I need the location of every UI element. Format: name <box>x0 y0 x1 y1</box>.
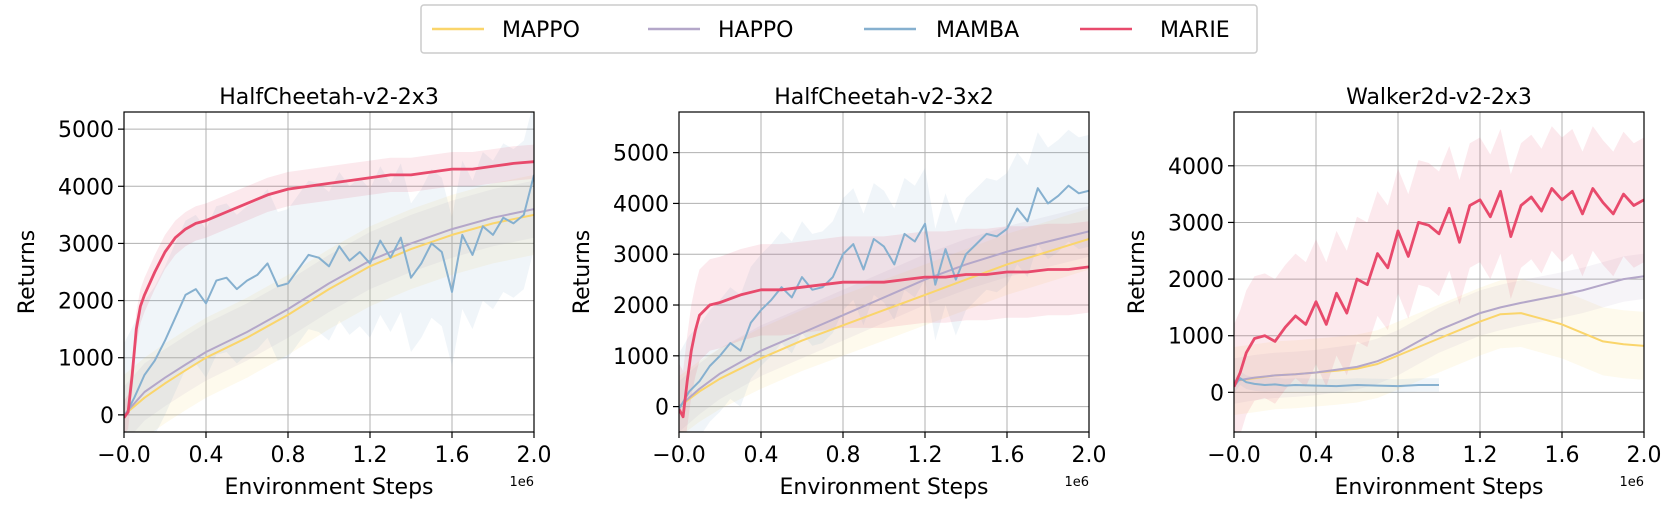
x-axis-ticks: −0.0 0.4 0.8 1.2 1.6 2.0 <box>97 432 552 468</box>
y-axis-ticks: 0 1000 2000 3000 4000 <box>1168 155 1234 406</box>
band-mamba <box>1234 371 1439 394</box>
band-happo <box>1234 253 1644 404</box>
x-tick-label: −0.0 <box>97 443 150 468</box>
series-lines <box>679 184 1089 419</box>
legend-entry-marie: MARIE <box>1080 18 1230 43</box>
legend-label-happo: HAPPO <box>718 18 793 43</box>
x-tick-label: 1.2 <box>908 443 943 468</box>
x-tick-label: 0.8 <box>271 443 306 468</box>
series-line-mamba <box>1234 377 1439 388</box>
x-tick-label: 2.0 <box>517 443 552 468</box>
x-tick-label: 1.6 <box>990 443 1025 468</box>
y-tick-label: 2000 <box>58 290 114 315</box>
x-axis-exponent: 1e6 <box>1064 475 1089 490</box>
x-tick-label: 0.4 <box>189 443 224 468</box>
x-axis-ticks: −0.0 0.4 0.8 1.2 1.6 2.0 <box>1207 432 1662 468</box>
series-line-happo <box>1234 275 1644 382</box>
band-mappo <box>124 174 534 432</box>
x-axis-label: Environment Steps <box>779 475 988 500</box>
band-marie <box>124 144 534 432</box>
plot-frame <box>123 111 535 433</box>
legend-entry-happo: HAPPO <box>648 18 793 43</box>
band-mappo <box>679 208 1089 432</box>
x-tick-label: −0.0 <box>652 443 705 468</box>
legend-label-mamba: MAMBA <box>936 18 1019 43</box>
y-tick-label: 2000 <box>613 294 669 319</box>
x-tick-label: 1.2 <box>1463 443 1498 468</box>
y-tick-label: 0 <box>655 396 669 421</box>
legend-entry-mappo: MAPPO <box>432 18 580 43</box>
chart-panel-halfcheetah-3x2: HalfCheetah-v2-3x2 −0.0 0.4 0.8 1.2 1.6 2.0 0… <box>570 85 1107 500</box>
x-tick-label: 1.6 <box>1545 443 1580 468</box>
y-tick-label: 1000 <box>58 347 114 372</box>
series-line-mamba <box>679 184 1089 410</box>
series-line-mappo <box>124 213 534 416</box>
series-line-marie <box>124 160 534 419</box>
y-tick-label: 5000 <box>58 118 114 143</box>
y-axis-label: Returns <box>1125 230 1150 314</box>
band-marie <box>1234 126 1644 432</box>
legend: MAPPO HAPPO MAMBA MARIE <box>420 4 1258 54</box>
series-line-marie <box>679 265 1089 419</box>
y-tick-label: 4000 <box>1168 155 1224 180</box>
plot-frame <box>678 111 1090 433</box>
series-line-mamba <box>124 174 534 419</box>
y-tick-label: 0 <box>1210 381 1224 406</box>
y-axis-label: Returns <box>15 230 40 314</box>
band-mamba <box>124 112 534 432</box>
legend-entry-mamba: MAMBA <box>864 18 1019 43</box>
x-tick-label: 1.2 <box>353 443 388 468</box>
series-lines <box>124 160 534 419</box>
panel-title: HalfCheetah-v2-2x3 <box>219 85 439 110</box>
x-tick-label: 0.8 <box>1381 443 1416 468</box>
series-line-happo <box>679 230 1089 408</box>
x-axis-label: Environment Steps <box>1334 475 1543 500</box>
y-tick-label: 0 <box>100 404 114 429</box>
x-axis-label: Environment Steps <box>224 475 433 500</box>
y-tick-label: 1000 <box>1168 325 1224 350</box>
series-line-mappo <box>679 238 1089 408</box>
x-tick-label: −0.0 <box>1207 443 1260 468</box>
y-axis-ticks: 0 1000 2000 3000 4000 5000 <box>58 118 124 429</box>
legend-frame <box>420 4 1258 54</box>
plot-frame <box>1233 111 1645 433</box>
x-tick-label: 2.0 <box>1627 443 1662 468</box>
y-tick-label: 3000 <box>613 243 669 268</box>
y-tick-label: 3000 <box>58 232 114 257</box>
confidence-bands <box>1234 126 1644 432</box>
panel-title: Walker2d-v2-2x3 <box>1346 85 1532 110</box>
band-mappo <box>1234 279 1644 415</box>
x-tick-label: 2.0 <box>1072 443 1107 468</box>
panel-title: HalfCheetah-v2-3x2 <box>774 85 994 110</box>
y-axis-ticks: 0 1000 2000 3000 4000 5000 <box>613 142 679 421</box>
x-tick-label: 0.4 <box>1299 443 1334 468</box>
x-axis-exponent: 1e6 <box>509 475 534 490</box>
y-tick-label: 4000 <box>58 175 114 200</box>
legend-label-marie: MARIE <box>1160 18 1230 43</box>
legend-label-mappo: MAPPO <box>502 18 580 43</box>
x-tick-label: 1.6 <box>435 443 470 468</box>
x-axis-ticks: −0.0 0.4 0.8 1.2 1.6 2.0 <box>652 432 1107 468</box>
y-tick-label: 3000 <box>1168 211 1224 236</box>
y-tick-label: 5000 <box>613 142 669 167</box>
x-tick-label: 0.8 <box>826 443 861 468</box>
y-tick-label: 1000 <box>613 345 669 370</box>
band-happo <box>679 206 1089 432</box>
series-lines <box>1234 187 1644 388</box>
series-line-marie <box>1234 187 1644 388</box>
x-tick-label: 0.4 <box>744 443 779 468</box>
chart-panel-walker2d-2x3: Walker2d-v2-2x3 −0.0 0.4 0.8 1.2 1.6 2.0 0 100… <box>1125 85 1662 500</box>
y-tick-label: 2000 <box>1168 268 1224 293</box>
series-line-happo <box>124 208 534 416</box>
x-axis-exponent: 1e6 <box>1619 475 1644 490</box>
y-axis-label: Returns <box>570 230 595 314</box>
chart-panel-halfcheetah-2x3: HalfCheetah-v2-2x3 −0.0 0.4 0.8 1.2 1.6 2.0 0… <box>15 85 552 500</box>
y-tick-label: 4000 <box>613 192 669 217</box>
